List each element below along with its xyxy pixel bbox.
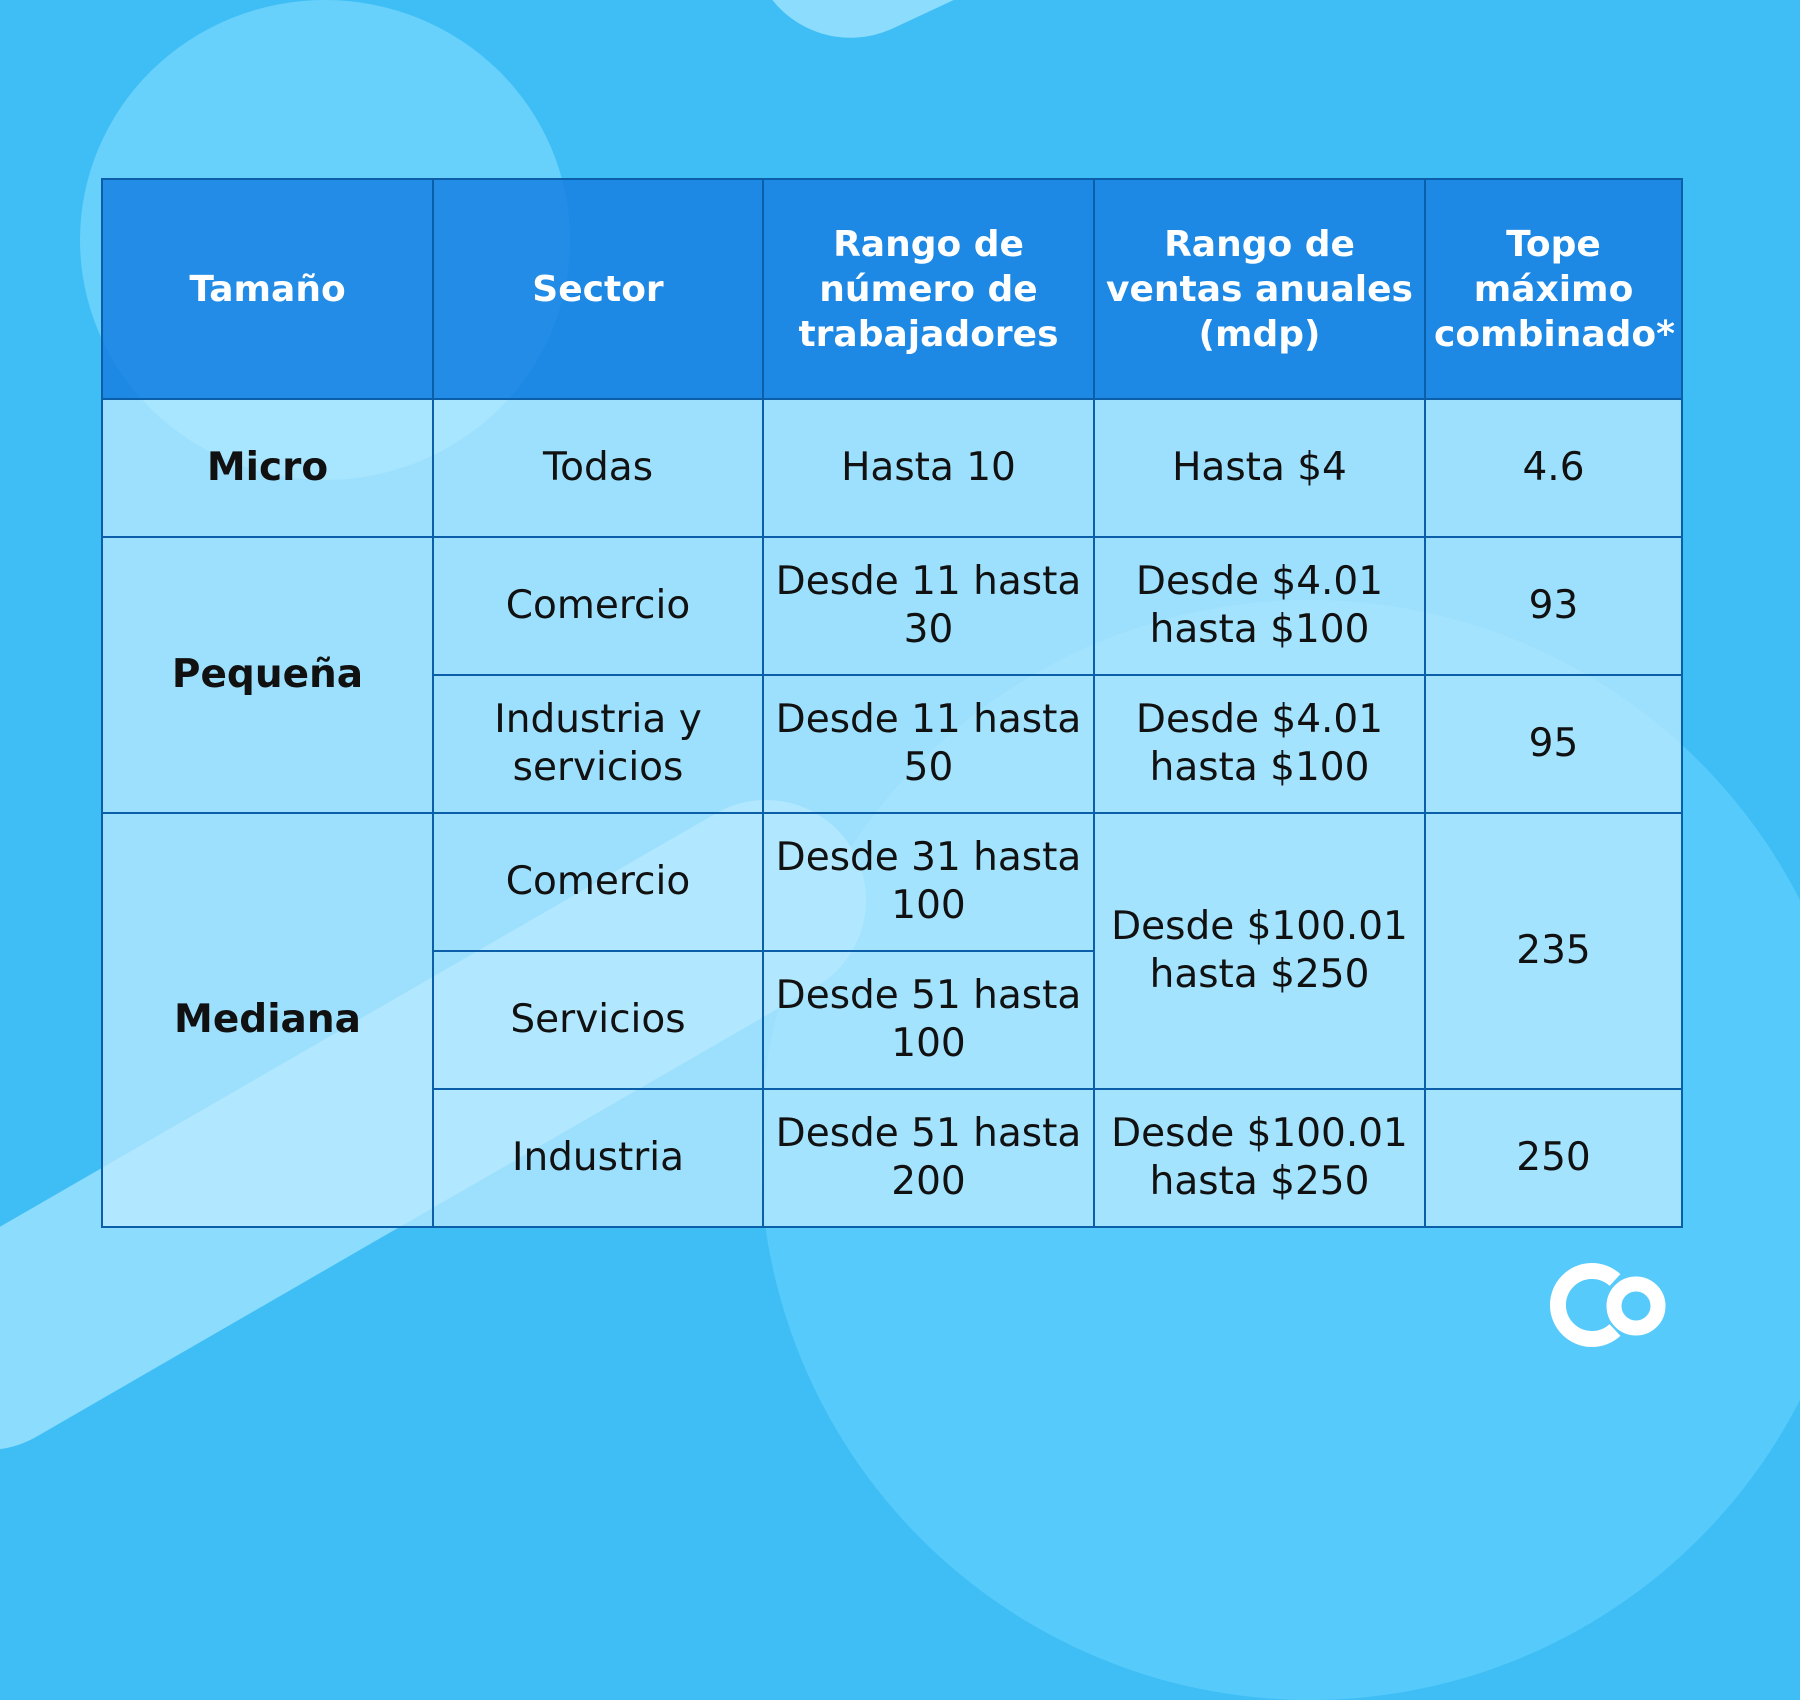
sector-cell: Comercio (432, 536, 764, 676)
cap-cell: 235 (1424, 812, 1683, 1090)
workers-cell: Hasta 10 (762, 398, 1095, 538)
size-cell: Micro (101, 398, 434, 538)
header-size: Tamaño (101, 178, 434, 400)
header-row: Tamaño Sector Rango de número de trabaja… (101, 178, 1683, 400)
sales-cell: Desde $100.01 hasta $250 (1093, 812, 1426, 1090)
cap-cell: 250 (1424, 1088, 1683, 1228)
header-cap: Tope máximo combinado* (1424, 178, 1683, 400)
workers-cell: Desde 11 hasta 50 (762, 674, 1095, 814)
cap-cell: 95 (1424, 674, 1683, 814)
brand-logo-icon (1550, 1263, 1666, 1347)
size-cell: Mediana (101, 812, 434, 1228)
table-row: Servicios Desde 51 hasta 100 (102, 950, 1682, 1090)
bg-stripe (717, 0, 1618, 71)
sector-cell: Industria y servicios (432, 674, 764, 814)
table-row: Pequeña Comercio Desde 11 hasta 30 Desde… (101, 536, 1683, 814)
workers-cell: Desde 31 hasta 100 (762, 812, 1095, 952)
sector-cell: Comercio (432, 812, 764, 952)
sector-cell: Todas (432, 398, 764, 538)
sector-cell: Servicios (432, 950, 764, 1090)
workers-cell: Desde 51 hasta 100 (762, 950, 1095, 1090)
sales-cell: Hasta $4 (1093, 398, 1426, 538)
header-sector: Sector (432, 178, 764, 400)
table-row: Industria Desde 51 hasta 200 Desde $100.… (102, 1088, 1683, 1228)
workers-cell: Desde 11 hasta 30 (762, 536, 1095, 676)
sales-cell: Desde $4.01 hasta $100 (1093, 536, 1426, 676)
table-row: Industria y servicios Desde 11 hasta 50 … (102, 674, 1683, 814)
cap-cell: 93 (1424, 536, 1683, 676)
table-row: Micro Todas Hasta 10 Hasta $4 4.6 (101, 398, 1683, 538)
header-workers: Rango de número de trabajadores (762, 178, 1095, 400)
sales-cell: Desde $4.01 hasta $100 (1093, 674, 1426, 814)
company-size-table: Tamaño Sector Rango de número de trabaja… (101, 178, 1683, 1228)
size-cell: Pequeña (101, 536, 434, 814)
workers-cell: Desde 51 hasta 200 (762, 1088, 1095, 1228)
cap-cell: 4.6 (1424, 398, 1683, 538)
sector-cell: Industria (432, 1088, 764, 1228)
header-sales: Rango de ventas anuales (mdp) (1093, 178, 1426, 400)
table-row: Mediana Comercio Desde 31 hasta 100 Desd… (101, 812, 1683, 1228)
sales-cell: Desde $100.01 hasta $250 (1093, 1088, 1426, 1228)
